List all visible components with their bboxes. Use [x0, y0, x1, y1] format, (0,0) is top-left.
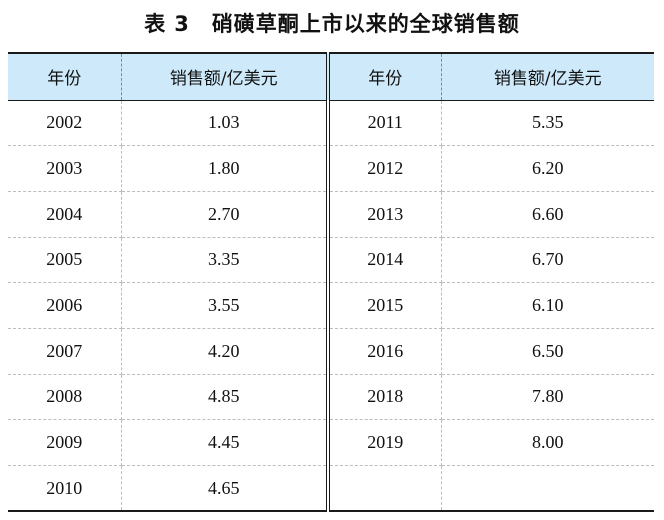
cell-sales-left: 3.35 [121, 237, 330, 284]
table-title-number: 3 [174, 12, 190, 36]
cell-sales-left: 1.80 [121, 145, 330, 192]
table-row: 2004 2.70 2013 6.60 [8, 191, 654, 238]
cell-sales-right: 6.50 [441, 328, 654, 375]
header-year-right: 年份 [328, 52, 442, 101]
cell-year-right: 2011 [328, 100, 442, 147]
cell-sales-left: 3.55 [121, 282, 330, 329]
cell-year-right: 2012 [328, 145, 442, 192]
table-row: 2007 4.20 2016 6.50 [8, 328, 654, 375]
cell-year-right: 2013 [328, 191, 442, 238]
cell-year-right: 2015 [328, 282, 442, 329]
table-title-text: 硝磺草酮上市以来的全球销售额 [211, 12, 520, 36]
cell-year-left: 2010 [8, 465, 122, 513]
cell-sales-right: 5.35 [441, 100, 654, 147]
sales-table: 年份 销售额/亿美元 年份 销售额/亿美元 2002 1.03 2011 5.35 20… [8, 52, 654, 513]
cell-year-left: 2007 [8, 328, 122, 375]
cell-year-left: 2006 [8, 282, 122, 329]
cell-year-right: 2019 [328, 419, 442, 466]
cell-sales-left: 4.65 [121, 465, 330, 513]
cell-sales-right: 6.10 [441, 282, 654, 329]
table-row: 2005 3.35 2014 6.70 [8, 237, 654, 284]
cell-sales-right: 7.80 [441, 374, 654, 421]
cell-year-left: 2002 [8, 100, 122, 147]
cell-sales-right: 8.00 [441, 419, 654, 466]
header-sales-right: 销售额/亿美元 [441, 52, 654, 101]
cell-year-right: 2014 [328, 237, 442, 284]
sales-table-header: 年份 销售额/亿美元 年份 销售额/亿美元 [8, 52, 654, 101]
cell-sales-left: 4.20 [121, 328, 330, 375]
table-row: 2010 4.65 [8, 465, 654, 513]
cell-sales-left: 1.03 [121, 100, 330, 147]
cell-year-left: 2008 [8, 374, 122, 421]
table-title: 表 3 硝磺草酮上市以来的全球销售额 [0, 6, 664, 42]
header-row: 年份 销售额/亿美元 年份 销售额/亿美元 [8, 52, 654, 101]
cell-year-right: 2018 [328, 374, 442, 421]
table-row: 2002 1.03 2011 5.35 [8, 100, 654, 147]
cell-sales-left: 4.45 [121, 419, 330, 466]
cell-year-left: 2005 [8, 237, 122, 284]
table-row: 2006 3.55 2015 6.10 [8, 282, 654, 329]
sales-table-body: 2002 1.03 2011 5.35 2003 1.80 2012 6.20 2004 2.70… [8, 100, 654, 513]
table-title-label: 表 [144, 12, 167, 36]
cell-year-left: 2004 [8, 191, 122, 238]
cell-sales-left: 2.70 [121, 191, 330, 238]
cell-sales-right: 6.20 [441, 145, 654, 192]
cell-year-left: 2003 [8, 145, 122, 192]
cell-year-right: 2016 [328, 328, 442, 375]
cell-sales-left: 4.85 [121, 374, 330, 421]
table-row: 2008 4.85 2018 7.80 [8, 374, 654, 421]
cell-year-right [328, 465, 442, 513]
table-row: 2003 1.80 2012 6.20 [8, 145, 654, 192]
header-year-left: 年份 [8, 52, 122, 101]
cell-year-left: 2009 [8, 419, 122, 466]
header-sales-left: 销售额/亿美元 [121, 52, 330, 101]
table-row: 2009 4.45 2019 8.00 [8, 419, 654, 466]
cell-sales-right: 6.70 [441, 237, 654, 284]
cell-sales-right: 6.60 [441, 191, 654, 238]
cell-sales-right [441, 465, 654, 513]
